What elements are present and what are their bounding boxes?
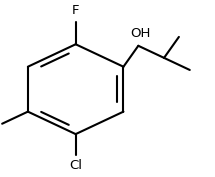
Text: Cl: Cl bbox=[69, 159, 82, 172]
Text: F: F bbox=[72, 4, 79, 18]
Text: OH: OH bbox=[130, 27, 151, 40]
